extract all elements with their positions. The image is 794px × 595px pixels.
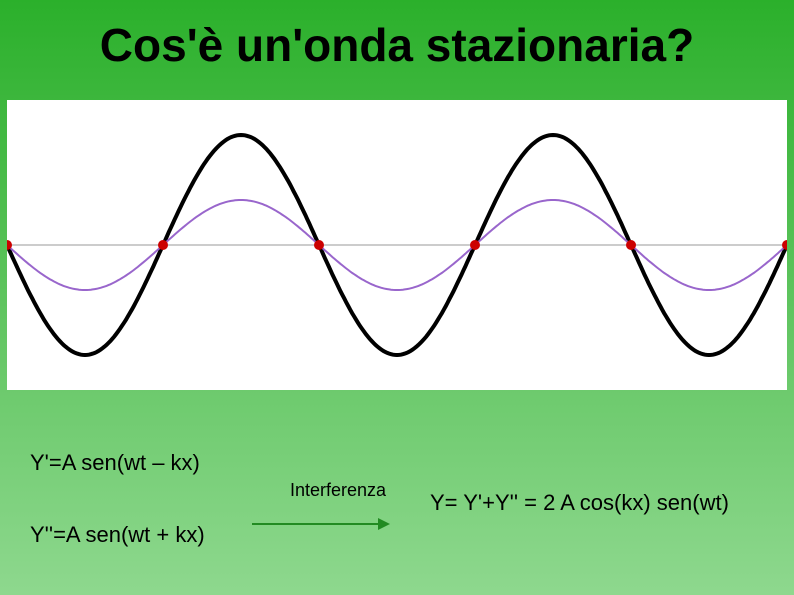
page-title: Cos'è un'onda stazionaria?: [100, 19, 694, 71]
equation-y-double-prime: Y''=A sen(wt + kx): [30, 522, 205, 548]
arrow-icon: [250, 514, 410, 534]
title-container: Cos'è un'onda stazionaria?: [50, 18, 744, 72]
slide: Cos'è un'onda stazionaria? Y'=A sen(wt –…: [0, 0, 794, 595]
interference-label: Interferenza: [290, 480, 386, 501]
equation-y-prime: Y'=A sen(wt – kx): [30, 450, 200, 476]
equation-result: Y= Y'+Y'' = 2 A cos(kx) sen(wt): [430, 490, 729, 516]
wave-svg: [7, 100, 787, 390]
wave-chart: [7, 100, 787, 390]
